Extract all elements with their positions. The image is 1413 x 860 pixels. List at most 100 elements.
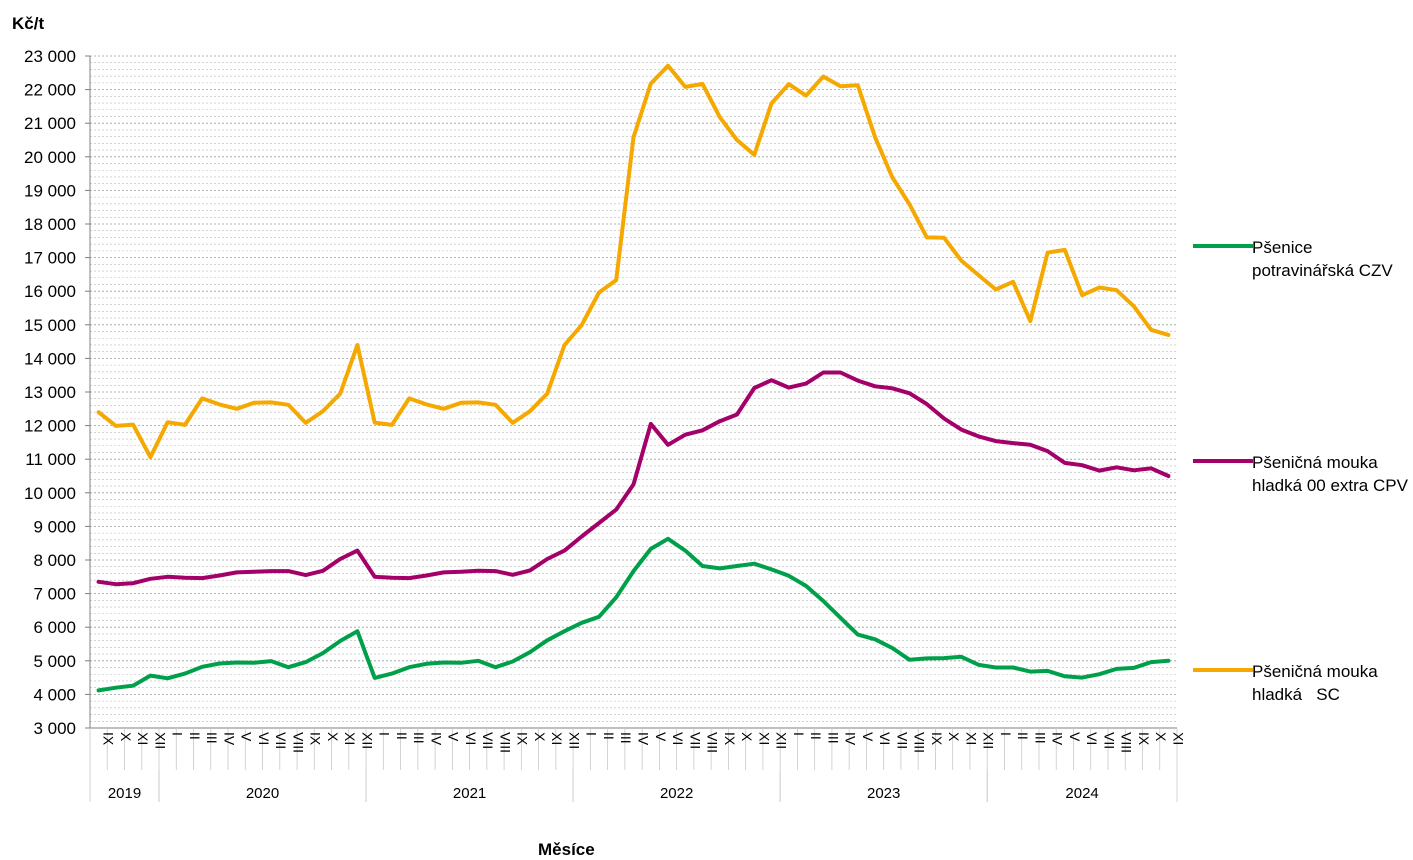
x-tick-label: II: [1015, 732, 1031, 740]
x-tick-label: X: [739, 732, 755, 742]
y-tick-label: 4 000: [33, 685, 76, 704]
x-tick-label: V: [1067, 732, 1083, 742]
x-tick-label: IX: [515, 732, 531, 746]
y-tick-label: 13 000: [24, 383, 76, 402]
x-tick-label: VI: [256, 732, 272, 745]
y-tick-label: 10 000: [24, 484, 76, 503]
x-tick-label: I: [584, 732, 600, 736]
y-tick-label: 11 000: [25, 450, 76, 469]
y-tick-label: 15 000: [24, 316, 76, 335]
x-tick-label: VI: [670, 732, 686, 745]
gridlines: [90, 55, 1177, 722]
x-tick-label: VII: [1101, 732, 1117, 749]
x-tick-label: V: [446, 732, 462, 742]
y-tick-label: 8 000: [33, 551, 76, 570]
x-tick-label: IV: [843, 732, 859, 746]
series-lines: [96, 63, 1171, 693]
x-tick-label: XII: [359, 732, 375, 749]
y-tick-label: 5 000: [33, 652, 76, 671]
x-tick-label: II: [394, 732, 410, 740]
axes: [89, 56, 1177, 729]
y-tick-label: 7 000: [33, 585, 76, 604]
series-line-0: [96, 536, 1171, 693]
legend-entry-flour-sc: Pšeničná mouka hladká SC: [1252, 662, 1383, 704]
x-tick-label: VIII: [912, 732, 928, 753]
y-tick-label: 6 000: [33, 618, 76, 637]
x-tick-label: V: [653, 732, 669, 742]
x-tick-label: V: [239, 732, 255, 742]
x-tick-label: X: [1153, 732, 1169, 742]
x-tick-label: VIII: [497, 732, 513, 753]
y-tick-label: 18 000: [24, 215, 76, 234]
x-tick-label: VI: [877, 732, 893, 745]
x-tick-label: VIII: [1119, 732, 1135, 753]
y-tick-label: 12 000: [24, 417, 76, 436]
series-line-2: [96, 63, 1171, 460]
legend-swatch-flour-sc: [1193, 668, 1253, 672]
y-tick-label: 14 000: [24, 349, 76, 368]
x-tick-label: XI: [963, 732, 979, 745]
x-tick-label: IX: [1136, 732, 1152, 746]
x-tick-label: XI: [135, 732, 151, 745]
x-tick-label: VII: [273, 732, 289, 749]
y-tick-label: 19 000: [24, 181, 76, 200]
x-tick-label: X: [118, 732, 134, 742]
x-tick-label: IX: [101, 732, 117, 746]
y-tick-label: 17 000: [24, 249, 76, 268]
x-tick-label: XI: [342, 732, 358, 745]
legend-swatch-wheat: [1193, 244, 1253, 248]
x-tick-label: VI: [463, 732, 479, 745]
x-tick-label: X: [946, 732, 962, 742]
x-tick-label: II: [187, 732, 203, 740]
x-tick-label: XI: [1170, 732, 1186, 745]
x-tick-label: III: [618, 732, 634, 744]
legend-entry-wheat: Pšenice potravinářská CZV: [1252, 238, 1393, 280]
x-tick-label: X: [532, 732, 548, 742]
series-line-1: [96, 370, 1171, 587]
legend-swatch-flour-00: [1193, 459, 1253, 463]
legend-entry-flour-00: Pšeničná mouka hladká 00 extra CPV: [1252, 453, 1408, 495]
x-tick-label: III: [1032, 732, 1048, 744]
year-label: 2022: [660, 785, 693, 802]
x-tick-label: VI: [1084, 732, 1100, 745]
x-tick-label: III: [411, 732, 427, 744]
y-tick-label: 20 000: [24, 148, 76, 167]
x-tick-label: XI: [549, 732, 565, 745]
x-tick-label: XII: [566, 732, 582, 749]
x-tick-label: VII: [894, 732, 910, 749]
year-label: 2019: [108, 785, 141, 802]
x-tick-label: I: [998, 732, 1014, 736]
y-tick-label: 22 000: [24, 81, 76, 100]
x-tick-label: VIII: [290, 732, 306, 753]
x-tick-label: I: [170, 732, 186, 736]
year-label: 2024: [1065, 785, 1098, 802]
year-label: 2021: [453, 785, 486, 802]
x-tick-label: XII: [774, 732, 790, 749]
x-tick-label: VIII: [705, 732, 721, 753]
x-tick-label: V: [860, 732, 876, 742]
y-tick-label: 16 000: [24, 282, 76, 301]
y-tick-label: 9 000: [33, 517, 76, 536]
x-tick-label: VII: [687, 732, 703, 749]
x-tick-label: III: [204, 732, 220, 744]
x-tick-label: IV: [1050, 732, 1066, 746]
x-tick-label: XII: [981, 732, 997, 749]
y-tick-label: 21 000: [24, 114, 76, 133]
x-tick-label: IX: [308, 732, 324, 746]
x-tick-label: II: [601, 732, 617, 740]
x-axis-ticks: IX X XI XII I II III IV V VI VII VIII IX X XI XII I II III…: [89, 728, 1186, 802]
x-tick-label: IV: [428, 732, 444, 746]
x-tick-label: I: [791, 732, 807, 736]
x-tick-label: XII: [152, 732, 168, 749]
y-axis-label: Kč/t: [12, 14, 45, 33]
x-tick-label: II: [808, 732, 824, 740]
x-tick-label: IV: [221, 732, 237, 746]
x-tick-label: IV: [636, 732, 652, 746]
x-tick-label: I: [377, 732, 393, 736]
x-axis-label: Měsíce: [538, 840, 595, 859]
x-tick-label: X: [325, 732, 341, 742]
x-tick-label: XI: [756, 732, 772, 745]
y-axis-ticks: 3 000 4 000 5 000 6 000 7 000 8 000 9 000 10 00…: [24, 47, 90, 738]
x-tick-label: IX: [722, 732, 738, 746]
